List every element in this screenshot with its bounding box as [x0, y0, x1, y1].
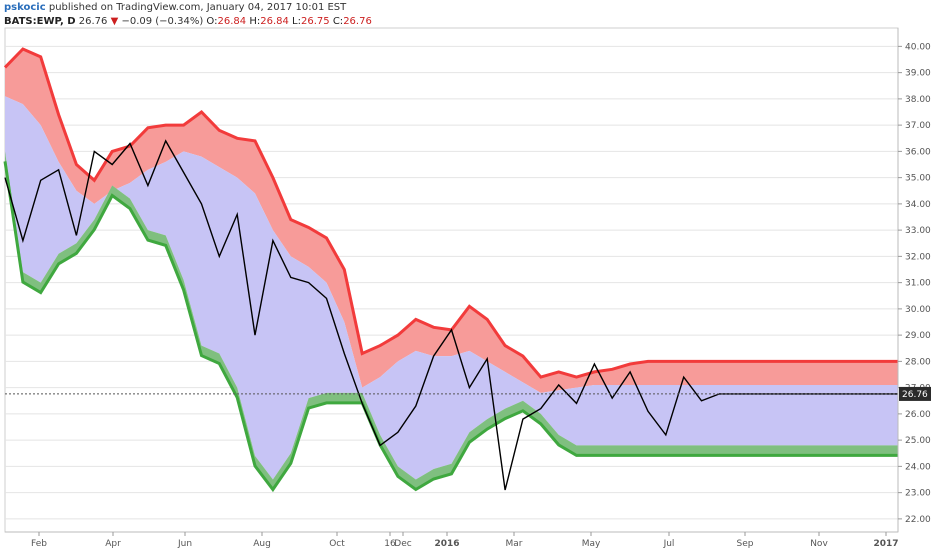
current-price-badge	[899, 386, 931, 401]
x-tick-label: Oct	[329, 539, 345, 549]
x-tick-label: Jun	[177, 539, 192, 549]
chart-header: pskocic published on TradingView.com, Ja…	[4, 1, 372, 29]
x-tick-label: Jul	[663, 539, 675, 549]
y-tick-label: 38.00	[905, 95, 931, 105]
y-tick-label: 24.00	[905, 462, 931, 472]
y-tick-label: 29.00	[905, 331, 931, 341]
y-tick-label: 36.00	[905, 147, 931, 157]
y-tick-label: 32.00	[905, 252, 931, 262]
y-tick-label: 31.00	[905, 279, 931, 289]
y-tick-label: 39.00	[905, 69, 931, 79]
x-tick-label: Feb	[31, 539, 47, 549]
y-tick-label: 23.00	[905, 489, 931, 499]
middle-band-fill	[5, 96, 898, 480]
x-tick-label: Aug	[253, 539, 271, 549]
y-tick-label: 26.00	[905, 410, 931, 420]
author-link[interactable]: pskocic	[4, 2, 46, 13]
open-value: 26.84	[217, 16, 247, 27]
x-tick-label: Dec	[394, 539, 411, 549]
y-tick-label: 40.00	[905, 42, 931, 52]
y-tick-label: 34.00	[905, 200, 931, 210]
high-value: 26.84	[260, 16, 289, 27]
y-tick-label: 25.00	[905, 436, 931, 446]
low-value: 26.75	[301, 16, 330, 27]
publish-line: pskocic published on TradingView.com, Ja…	[4, 1, 372, 15]
x-tick-label: Apr	[105, 539, 121, 549]
symbol-label: BATS:EWP, D	[4, 16, 76, 27]
y-tick-label: 30.00	[905, 305, 931, 315]
y-tick-label: 22.00	[905, 515, 931, 525]
x-tick-label: 2016	[434, 539, 459, 549]
x-tick-label: 2017	[873, 539, 898, 549]
x-tick-label: Mar	[506, 539, 523, 549]
close-value: 26.76	[343, 16, 372, 27]
price-change: −0.09 (−0.34%)	[121, 16, 204, 27]
close-label: C:	[332, 16, 344, 27]
x-tick-label: Sep	[737, 539, 754, 549]
down-arrow-icon: ▼	[110, 16, 119, 27]
high-label: H:	[249, 16, 261, 27]
x-tick-label: 16	[384, 539, 396, 549]
y-tick-label: 33.00	[905, 226, 931, 236]
low-label: L:	[292, 16, 301, 27]
y-tick-label: 37.00	[905, 121, 931, 131]
y-tick-label: 35.00	[905, 174, 931, 184]
x-tick-label: May	[582, 539, 601, 549]
open-label: O:	[206, 16, 218, 27]
y-tick-label: 28.00	[905, 357, 931, 367]
published-text: published on TradingView.com, January 04…	[48, 2, 347, 13]
current-price-label: 26.76	[902, 390, 928, 400]
x-tick-label: Nov	[810, 539, 828, 549]
lower-band-line	[3, 161, 898, 493]
last-price: 26.76	[78, 16, 108, 27]
quote-line: BATS:EWP, D 26.76 ▼ −0.09 (−0.34%) O:26.…	[4, 15, 372, 29]
